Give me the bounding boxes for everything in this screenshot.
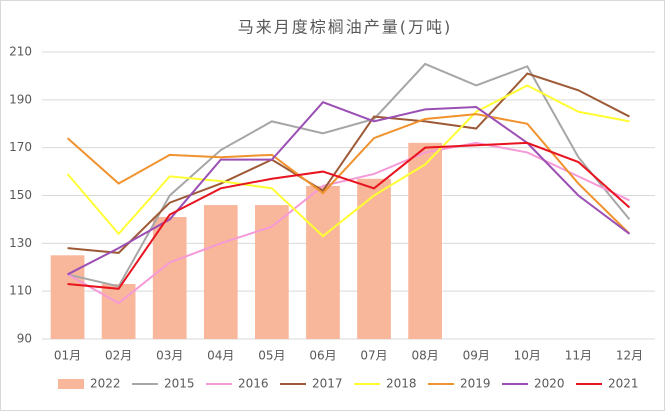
legend-label: 2019 bbox=[460, 377, 491, 391]
line bbox=[67, 101, 631, 276]
bar bbox=[306, 185, 340, 339]
bar bbox=[357, 178, 391, 339]
bar bbox=[101, 283, 136, 339]
legend-label: 2021 bbox=[608, 377, 639, 391]
x-tick-label: 12月 bbox=[616, 349, 643, 363]
bar bbox=[255, 205, 289, 339]
line bbox=[67, 141, 631, 290]
y-tick-label: 210 bbox=[9, 45, 32, 59]
x-tick-label: 06月 bbox=[309, 349, 336, 363]
x-tick-label: 10月 bbox=[514, 349, 541, 363]
y-tick-label: 170 bbox=[9, 140, 32, 154]
bar bbox=[203, 205, 238, 339]
y-tick-label: 190 bbox=[9, 92, 32, 106]
x-tick-label: 09月 bbox=[463, 349, 490, 363]
legend-label: 2020 bbox=[534, 377, 565, 391]
chart-title: 马来月度棕榈油产量(万吨) bbox=[238, 18, 453, 37]
legend-label: 2015 bbox=[164, 377, 195, 391]
x-tick-label: 04月 bbox=[207, 349, 234, 363]
x-tick-label: 02月 bbox=[105, 349, 132, 363]
legend-label: 2016 bbox=[238, 377, 269, 391]
x-tick-label: 08月 bbox=[411, 349, 438, 363]
line bbox=[66, 113, 631, 235]
x-tick-label: 05月 bbox=[258, 349, 285, 363]
legend-label: 2022 bbox=[90, 377, 121, 391]
line bbox=[67, 72, 630, 254]
x-tick-label: 01月 bbox=[54, 349, 81, 363]
legend-label: 2017 bbox=[312, 377, 343, 391]
x-tick-label: 11月 bbox=[565, 349, 592, 363]
y-tick-label: 150 bbox=[9, 188, 32, 202]
y-tick-label: 130 bbox=[9, 236, 32, 250]
line bbox=[66, 84, 630, 238]
x-tick-label: 03月 bbox=[156, 349, 183, 363]
y-tick-label: 110 bbox=[9, 284, 32, 298]
legend-label: 2018 bbox=[386, 377, 417, 391]
bar bbox=[408, 142, 442, 339]
x-tick-label: 07月 bbox=[360, 349, 387, 363]
legend-swatch bbox=[58, 379, 84, 389]
bar bbox=[152, 217, 187, 339]
y-tick-label: 90 bbox=[17, 332, 32, 346]
